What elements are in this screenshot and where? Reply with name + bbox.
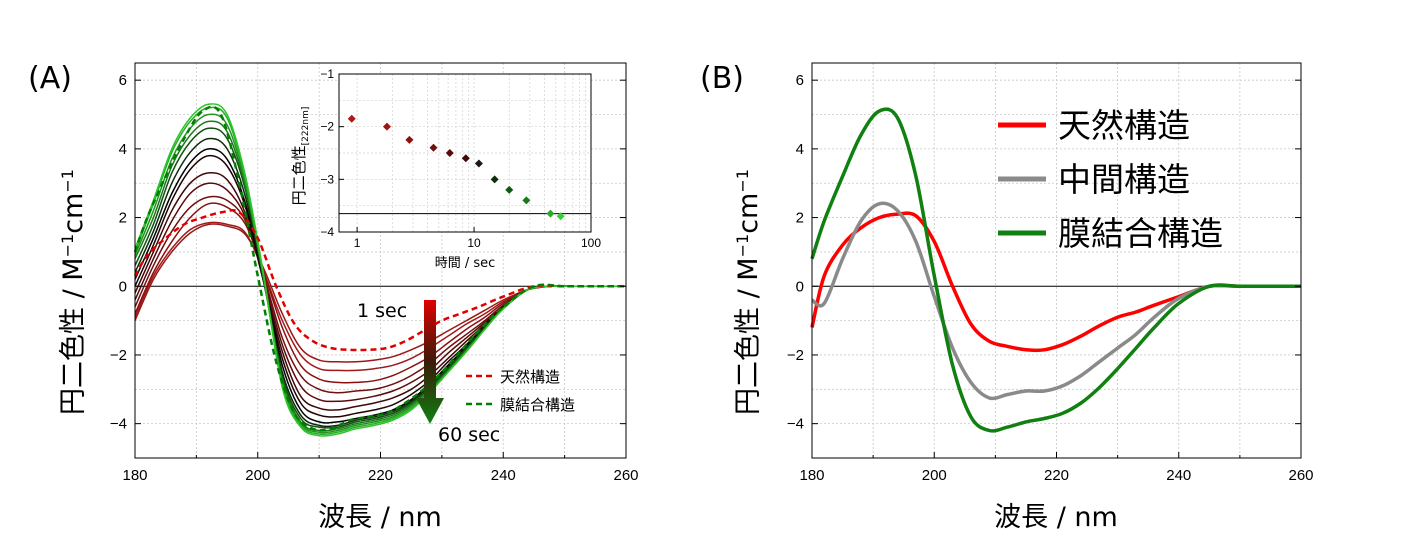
panel-b-legend-label: 天然構造 (1058, 106, 1190, 145)
panel-a-ytick-label: −2 (110, 347, 127, 364)
panel-b-ylabel-sup1: −1 (733, 234, 752, 258)
inset-grid (339, 74, 591, 232)
inset-point (347, 114, 356, 123)
panel-a-xtick-label: 260 (613, 467, 638, 484)
panel-a-x-axis-title: 波長 / nm (318, 502, 442, 533)
panel-a-ticks: 180 200 220 240 260 −4 −2 0 2 4 6 (110, 72, 639, 484)
panel-b-series-line (811, 201, 1301, 401)
panel-b-grid (812, 63, 1301, 458)
inset-point (556, 212, 565, 221)
panel-a-xtick-label: 200 (245, 467, 270, 484)
panel-b-ytick-label: 2 (796, 210, 804, 227)
inset-ytick-label: −4 (320, 225, 334, 239)
panel-a-ytick-label: 2 (119, 210, 127, 227)
inset-point (474, 159, 483, 168)
legend-label-native: 天然構造 (500, 368, 560, 386)
inset-point (522, 196, 531, 205)
inset-ylabel: 円二色性 (290, 145, 308, 205)
inset-points (347, 114, 565, 221)
panel-a-ytick-label: 0 (119, 278, 127, 295)
panel-b-xtick-label: 180 (799, 467, 824, 484)
panel-a-ylabel-main: 円二色性 / M (58, 257, 89, 415)
panel-b-ytick-label: 6 (796, 72, 804, 89)
svg-text:円二色性 / M−1cm−1: 円二色性 / M−1cm−1 (733, 169, 765, 415)
inset-ytick-label: −3 (320, 172, 334, 186)
panel-a-ytick-label: 6 (119, 72, 127, 89)
panel-b-ticks: 180 200 220 240 260 −4 −2 0 2 4 6 (787, 72, 1314, 484)
panel-b-series (810, 107, 1301, 433)
panel-a-reference-line (133, 209, 626, 352)
inset-ticks: 1 10 100 −4 −3 −2 −1 (320, 67, 601, 250)
inset-y-axis-title: 円二色性[222nm] (290, 107, 311, 206)
panel-a-ylabel-sup1: −1 (58, 234, 77, 258)
panel-b-ytick-label: 0 (796, 278, 804, 295)
panel-b-ylabel-mid: cm (733, 193, 764, 234)
panel-b-xtick-label: 260 (1288, 467, 1313, 484)
inset-ytick-label: −2 (320, 120, 334, 134)
inset-point (490, 175, 499, 184)
panel-b-xtick-label: 200 (922, 467, 947, 484)
panel-a-inset: 1 10 100 −4 −3 −2 −1 円二色性[222nm] 時間 / sec (290, 67, 601, 271)
inset-point (461, 154, 470, 163)
panel-b-y-axis-title: 円二色性 / M−1cm−1 (733, 169, 765, 415)
inset-point (445, 149, 454, 157)
panel-b-xtick-label: 240 (1166, 467, 1191, 484)
inset-xtick-label: 1 (354, 236, 361, 250)
panel-b-ytick-label: −2 (787, 347, 804, 364)
panel-b-ytick-label: −4 (787, 416, 804, 433)
inset-point (505, 185, 514, 194)
inset-ytick-label: −1 (320, 67, 334, 81)
panel-a-ytick-label: −4 (110, 416, 127, 433)
panel-b-legend-label: 膜結合構造 (1058, 214, 1223, 253)
panel-a-ytick-label: 4 (119, 141, 127, 158)
panel-b-ylabel-sup2: −1 (733, 169, 752, 193)
panel-b-ytick-label: 4 (796, 141, 804, 158)
inset-x-axis-title: 時間 / sec (435, 256, 496, 271)
inset-point (429, 143, 438, 152)
panel-a-legend: 天然構造 膜結合構造 (466, 368, 575, 414)
panel-b-ylabel-main: 円二色性 / M (733, 257, 764, 415)
panel-a-ylabel-mid: cm (58, 193, 89, 234)
panel-a-xtick-label: 180 (122, 467, 147, 484)
panel-b-label: (B) (700, 61, 744, 96)
inset-ylabel-sub: [222nm] (301, 107, 311, 146)
svg-text:円二色性 / M−1cm−1: 円二色性 / M−1cm−1 (58, 169, 90, 415)
panel-b-series-line (810, 211, 1301, 353)
panel-a-xtick-label: 240 (491, 467, 516, 484)
inset-xtick-label: 10 (467, 236, 481, 250)
panel-a-xtick-label: 220 (368, 467, 393, 484)
panel-a-ylabel-sup2: −1 (58, 169, 77, 193)
inset-point (405, 135, 414, 144)
legend-label-membrane: 膜結合構造 (500, 396, 575, 414)
inset-xtick-label: 100 (581, 236, 601, 250)
panel-a-reference-series (133, 105, 626, 432)
inset-frame (338, 73, 592, 233)
inset-point (382, 122, 391, 131)
panel-b-x-axis-title: 波長 / nm (994, 502, 1118, 533)
time-arrow-icon (416, 300, 444, 424)
annotation-start: 1 sec (357, 300, 407, 322)
panel-b-series-line (810, 107, 1301, 433)
panel-a-label: (A) (28, 61, 72, 96)
annotation-end: 60 sec (438, 424, 500, 446)
svg-text:円二色性[222nm]: 円二色性[222nm] (290, 107, 311, 206)
panel-a-y-axis-title: 円二色性 / M−1cm−1 (58, 169, 90, 415)
panel-b-xtick-label: 220 (1044, 467, 1069, 484)
inset-point (546, 209, 555, 218)
panel-b-legend-label: 中間構造 (1058, 160, 1190, 199)
